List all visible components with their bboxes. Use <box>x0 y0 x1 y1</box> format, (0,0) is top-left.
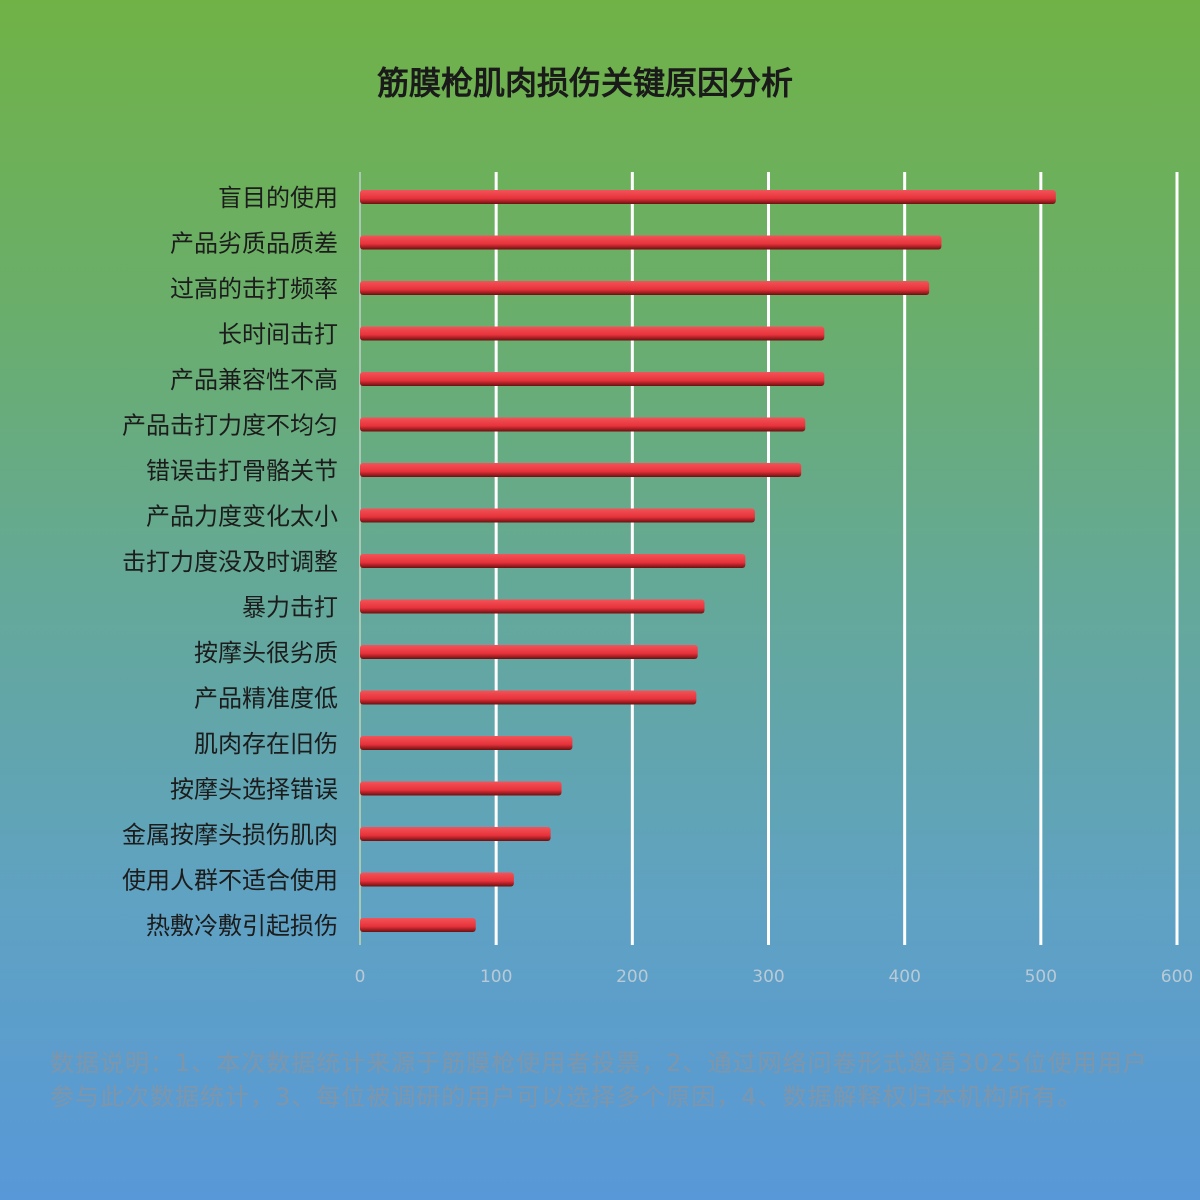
bar <box>360 781 562 796</box>
category-label: 产品力度变化太小 <box>146 503 338 531</box>
category-label: 过高的击打频率 <box>170 275 338 303</box>
x-tick-label: 300 <box>752 967 784 987</box>
category-label: 错误击打骨骼关节 <box>146 457 338 485</box>
footnote: 数据说明：1、本次数据统计来源于筋膜枪使用者投票，2、通过网络问卷形式邀请302… <box>50 1049 1148 1111</box>
category-label: 产品劣质品质差 <box>170 230 338 258</box>
category-label: 暴力击打 <box>242 594 338 622</box>
x-tick-label: 500 <box>1025 967 1057 987</box>
bar <box>360 372 825 386</box>
bar <box>360 736 573 750</box>
category-label: 产品兼容性不高 <box>170 366 338 394</box>
category-label: 长时间击打 <box>218 321 338 349</box>
bar <box>360 872 514 887</box>
category-label: 按摩头选择错误 <box>170 776 338 804</box>
bar <box>360 508 755 523</box>
bar <box>360 599 705 614</box>
x-tick-label: 200 <box>616 967 648 987</box>
category-label: 击打力度没及时调整 <box>122 548 338 576</box>
bar <box>360 690 697 705</box>
bar <box>360 463 802 477</box>
category-label: 产品精准度低 <box>194 685 338 713</box>
chart-title: 筋膜枪肌肉损伤关键原因分析 <box>376 64 793 102</box>
bar <box>360 918 476 932</box>
x-tick-label: 400 <box>888 967 920 987</box>
category-label: 盲目的使用 <box>218 184 338 212</box>
category-label: 热敷冷敷引起损伤 <box>146 912 338 940</box>
category-label: 使用人群不适合使用 <box>122 867 338 895</box>
x-tick-label: 600 <box>1161 967 1193 987</box>
bar <box>360 827 551 841</box>
bar <box>360 190 1056 204</box>
bar-chart: 盲目的使用产品劣质品质差过高的击打频率长时间击打产品兼容性不高产品击打力度不均匀… <box>122 172 1193 987</box>
category-label: 产品击打力度不均匀 <box>122 412 338 440</box>
bar <box>360 235 942 250</box>
bar <box>360 417 806 432</box>
bar <box>360 554 746 568</box>
category-label: 金属按摩头损伤肌肉 <box>122 821 338 849</box>
bar <box>360 645 698 659</box>
category-label: 肌肉存在旧伤 <box>194 730 338 758</box>
x-tick-label: 0 <box>355 967 366 987</box>
bar <box>360 281 930 295</box>
bar <box>360 326 825 341</box>
category-label: 按摩头很劣质 <box>194 639 338 667</box>
x-tick-label: 100 <box>480 967 512 987</box>
